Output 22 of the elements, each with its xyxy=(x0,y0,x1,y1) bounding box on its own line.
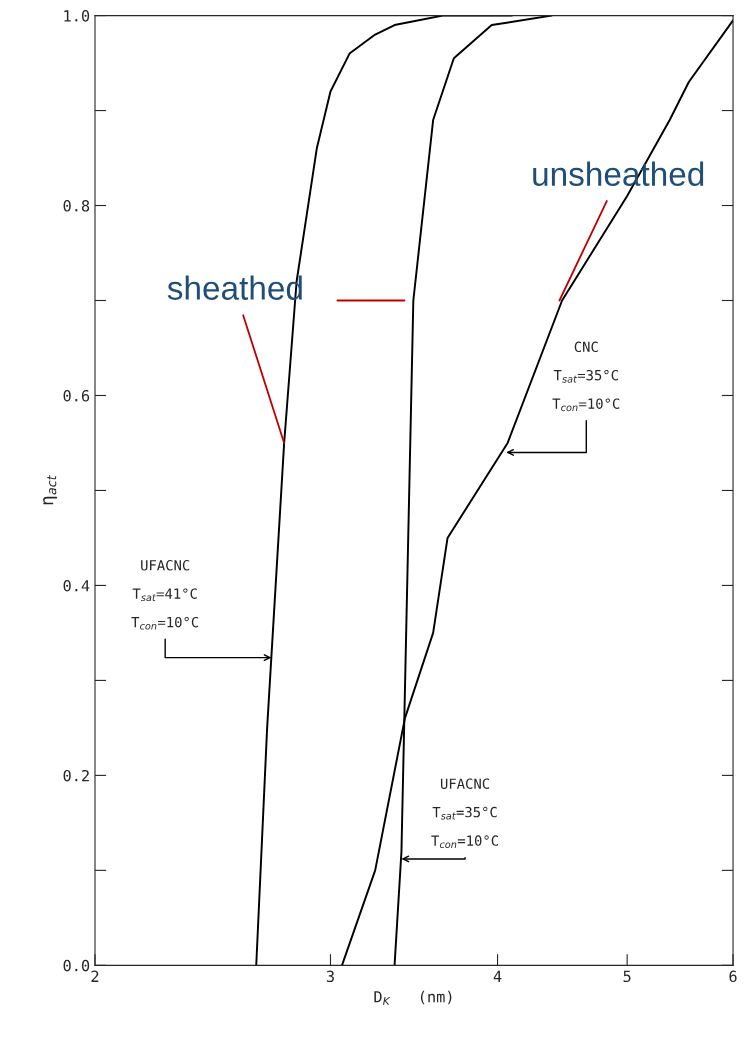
annotation: T$_{con}$=10°C xyxy=(431,835,499,849)
y-axis-title: η$_{act}$ xyxy=(43,474,57,505)
y-tick-label: 0.0 xyxy=(63,959,90,972)
annotation: UFACNC xyxy=(141,560,190,571)
text: D$_{K}$ (nm) xyxy=(374,990,452,1005)
x-tick-label: 3 xyxy=(326,970,334,983)
annotation: T$_{sat}$=35°C xyxy=(432,806,497,820)
annotation: CNC xyxy=(574,341,598,353)
x-tick-label: 6 xyxy=(729,970,737,983)
y-tick-label: 1.0 xyxy=(64,10,90,22)
annotation: T$_{sat}$=41°C xyxy=(132,588,197,602)
y-tick-label: 0.6 xyxy=(63,389,90,402)
annotation: T$_{con}$=10°C xyxy=(552,398,620,412)
y-tick-label: 0.2 xyxy=(63,769,89,782)
x-tick-label: 4 xyxy=(493,970,502,982)
x-tick-label: 5 xyxy=(623,970,631,983)
x-tick-label: 2 xyxy=(91,970,99,982)
annotation: T$_{sat}$=35°C xyxy=(553,369,618,383)
annotation: T$_{con}$=10°C xyxy=(131,616,199,630)
annotation: UFACNC xyxy=(440,778,490,789)
y-tick-label: 0.4 xyxy=(63,579,90,592)
y-tick-label: 0.8 xyxy=(63,200,90,212)
